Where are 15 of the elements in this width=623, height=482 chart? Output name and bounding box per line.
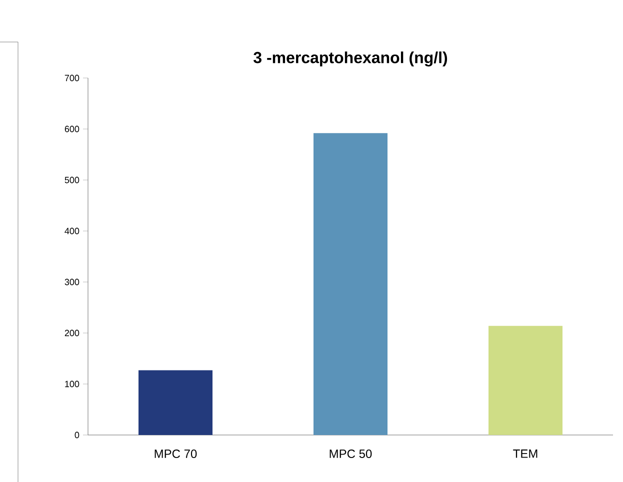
- y-tick-label: 700: [64, 74, 80, 82]
- y-tick-label: 400: [64, 228, 80, 234]
- y-tick-label: 300: [64, 278, 80, 286]
- bar: [314, 133, 388, 435]
- y-tick-label: 100: [65, 380, 80, 388]
- y-tick-label: 0: [74, 432, 80, 438]
- x-tick-label: MPC 50: [330, 450, 372, 458]
- bar: [138, 370, 212, 435]
- bar: [488, 326, 563, 435]
- y-tick-label: 500: [64, 176, 80, 184]
- y-tick-label: 600: [64, 126, 80, 132]
- chart-title: 3 -mercaptohexanol (ng/l): [254, 51, 448, 66]
- x-tick-label: MPC 70: [154, 450, 197, 458]
- x-tick-label: TEM: [513, 450, 538, 458]
- y-tick-label: 200: [64, 330, 80, 336]
